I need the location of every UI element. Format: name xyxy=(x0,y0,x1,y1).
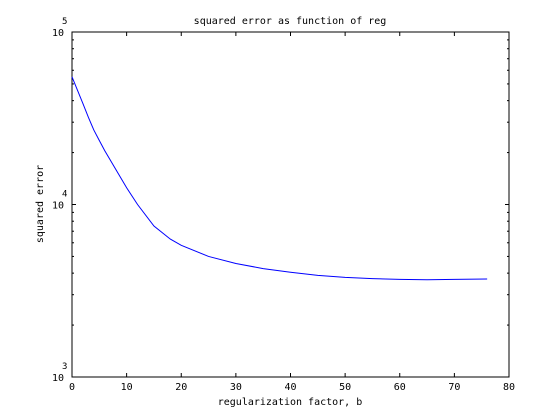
y-tick-exponent-label: 3 xyxy=(62,362,67,372)
series-line xyxy=(71,76,488,281)
x-tick-label: 40 xyxy=(284,382,296,393)
x-tick-label: 20 xyxy=(175,382,187,393)
x-tick-label: 10 xyxy=(121,382,133,393)
axis-ticks xyxy=(71,31,510,378)
x-tick-label: 70 xyxy=(448,382,460,393)
x-tick-label: 80 xyxy=(503,382,515,393)
plot-area xyxy=(71,31,510,378)
y-axis-label: squared error xyxy=(35,165,46,243)
y-tick-base-label: 10 xyxy=(52,373,64,384)
chart-title: squared error as function of reg xyxy=(194,16,387,27)
y-tick-exponent-label: 5 xyxy=(62,17,67,27)
y-tick-base-label: 10 xyxy=(52,201,64,212)
x-tick-label: 50 xyxy=(339,382,351,393)
y-tick-base-label: 10 xyxy=(52,28,64,39)
y-tick-exponent-label: 4 xyxy=(62,190,67,200)
x-axis-label: regularization factor, b xyxy=(218,397,363,408)
x-tick-label: 0 xyxy=(69,382,75,393)
x-tick-label: 60 xyxy=(394,382,406,393)
x-tick-label: 30 xyxy=(230,382,242,393)
